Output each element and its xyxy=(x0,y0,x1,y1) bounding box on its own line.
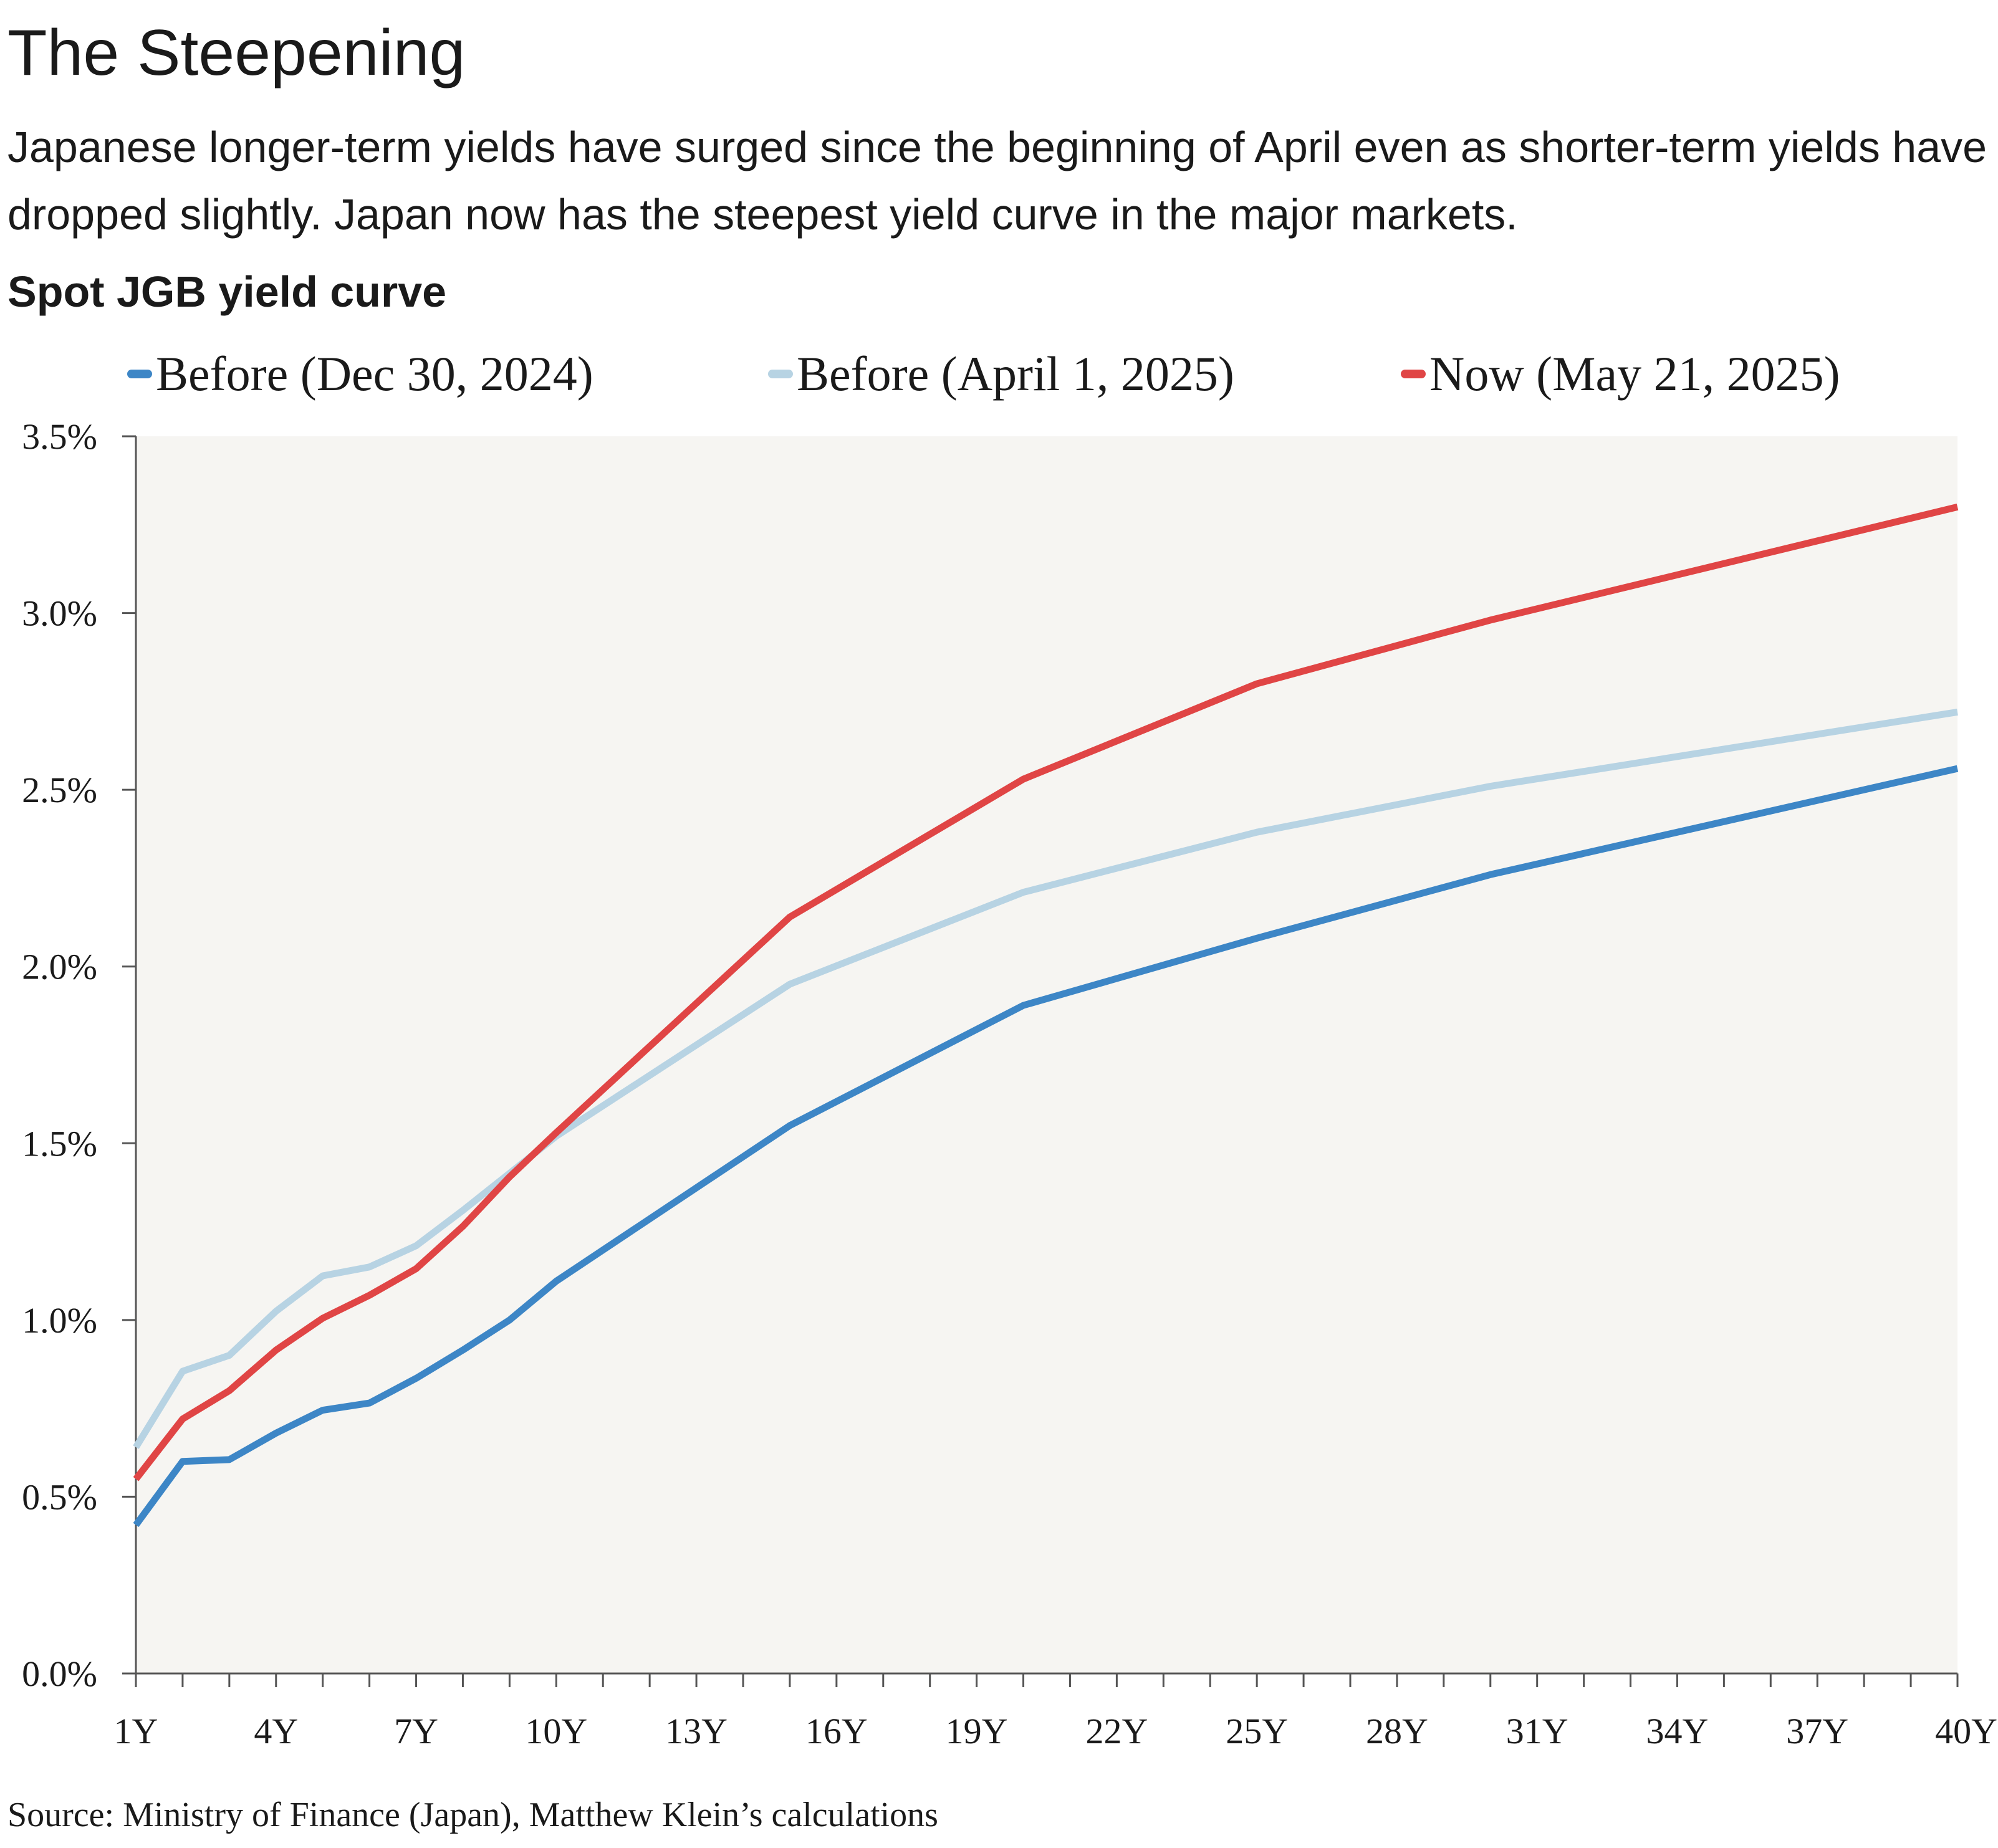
x-tick-label: 7Y xyxy=(394,1711,438,1751)
y-axis: 0.0% 0.5% 1.0% 1.5% 2.0% 2.5% 3.0% 3.5% xyxy=(22,416,137,1694)
x-tick-label: 22Y xyxy=(1085,1711,1148,1751)
x-tick-label: 10Y xyxy=(525,1711,587,1751)
x-tick-label: 4Y xyxy=(254,1711,298,1751)
x-tick-label: 19Y xyxy=(946,1711,1008,1751)
x-axis: 1Y 4Y 7Y 10Y 13Y 16Y 19Y 22Y 25Y 28Y 31Y 34Y 37Y 40Y xyxy=(114,1672,1997,1751)
legend-item-dec-2024: Before (Dec 30, 2024) xyxy=(127,346,593,402)
page-title: The Steepening xyxy=(7,17,466,89)
series-line-1 xyxy=(133,708,1958,1449)
x-tick-label: 31Y xyxy=(1506,1711,1568,1751)
source-note: Source: Ministry of Finance (Japan), Mat… xyxy=(7,1796,938,1834)
page-subtitle: Japanese longer-term yields have surged … xyxy=(7,123,1987,239)
x-tick-label: 13Y xyxy=(665,1711,728,1751)
legend-label-may-2025: Now (May 21, 2025) xyxy=(1429,347,1840,401)
plot-background xyxy=(136,436,1957,1673)
x-tick-label: 16Y xyxy=(805,1711,868,1751)
series-lines xyxy=(133,504,1959,1528)
x-tick-label: 37Y xyxy=(1786,1711,1848,1751)
series-line-0 xyxy=(133,765,1959,1528)
series-line-2 xyxy=(133,504,1959,1482)
legend-item-may-2025: Now (May 21, 2025) xyxy=(1401,346,1840,402)
y-tick-label: 0.5% xyxy=(22,1477,97,1517)
y-tick-label: 3.5% xyxy=(22,416,97,457)
chart-title: Spot JGB yield curve xyxy=(7,267,447,316)
x-tick-label: 40Y xyxy=(1935,1711,1997,1751)
legend-label-dec-2024: Before (Dec 30, 2024) xyxy=(156,347,593,401)
legend-swatch-apr-2025 xyxy=(768,370,793,378)
y-tick-label: 2.5% xyxy=(22,770,97,810)
y-tick-label: 3.0% xyxy=(22,593,97,634)
x-tick-label: 1Y xyxy=(114,1711,158,1751)
y-tick-label: 0.0% xyxy=(22,1654,97,1694)
legend-swatch-may-2025 xyxy=(1401,370,1426,378)
y-tick-label: 1.0% xyxy=(22,1300,97,1341)
x-tick-label: 28Y xyxy=(1366,1711,1428,1751)
y-tick-label: 1.5% xyxy=(22,1123,97,1164)
legend-label-apr-2025: Before (April 1, 2025) xyxy=(797,347,1234,401)
y-tick-label: 2.0% xyxy=(22,947,97,987)
x-tick-label: 34Y xyxy=(1646,1711,1709,1751)
x-tick-label: 25Y xyxy=(1226,1711,1288,1751)
legend-item-apr-2025: Before (April 1, 2025) xyxy=(768,346,1234,402)
legend-swatch-dec-2024 xyxy=(127,370,152,378)
